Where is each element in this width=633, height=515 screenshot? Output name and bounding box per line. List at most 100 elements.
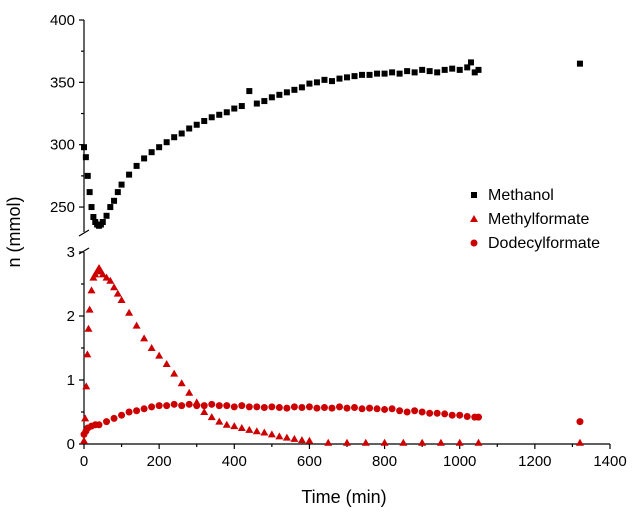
- methylformate-point: [82, 382, 91, 390]
- methylformate-point: [80, 436, 88, 444]
- methylformate-point: [361, 438, 370, 446]
- dodecylformate-point: [320, 404, 328, 412]
- y-tick-label-upper: 250: [50, 199, 75, 216]
- methylformate-point: [275, 432, 284, 440]
- methylformate-point: [222, 420, 231, 428]
- dodecylformate-point: [238, 402, 246, 410]
- x-tick-label: 800: [372, 453, 397, 470]
- methanol-point: [374, 70, 381, 77]
- methylformate-point: [102, 273, 111, 281]
- dodecylformate-point: [358, 405, 366, 413]
- methanol-point: [84, 172, 91, 179]
- dodecylformate-point: [403, 408, 411, 416]
- methylformate-point: [436, 438, 445, 446]
- methanol-point: [321, 76, 328, 83]
- methanol-point: [231, 105, 238, 112]
- methanol-point: [193, 121, 200, 128]
- x-tick-label: 1400: [593, 453, 626, 470]
- dodecylformate-point: [343, 404, 351, 412]
- methanol-point: [475, 66, 482, 73]
- methanol-point: [471, 69, 478, 76]
- methanol-point: [313, 79, 320, 86]
- legend: Methanol Methylformate Dodecylformate: [470, 187, 600, 252]
- methanol-point: [156, 144, 163, 151]
- dodecylformate-point: [148, 403, 156, 411]
- dodecylformate-point: [373, 405, 381, 413]
- axis-break-mark: [78, 247, 90, 255]
- methylformate-point: [237, 424, 246, 431]
- methanol-point: [238, 103, 245, 110]
- methanol-point: [163, 139, 170, 146]
- legend-label-methanol: Methanol: [488, 187, 554, 204]
- methylformate-point: [83, 350, 92, 358]
- dodecylformate-point: [118, 411, 126, 419]
- dodecylformate-point: [208, 400, 216, 408]
- methanol-point: [283, 89, 290, 96]
- methylformate-point: [455, 438, 464, 446]
- dodecylformate-point: [283, 404, 291, 412]
- legend-label-dodecylformate: Dodecylformate: [488, 235, 600, 252]
- dodecylformate-point: [396, 407, 404, 415]
- dodecylformate-point: [103, 418, 111, 426]
- methanol-point: [404, 68, 411, 75]
- methanol-point: [90, 214, 97, 221]
- methylformate-point: [245, 425, 254, 433]
- methylformate-point: [170, 369, 179, 377]
- methylformate-point: [305, 436, 314, 444]
- methanol-point: [208, 114, 215, 121]
- methanol-point: [449, 65, 456, 72]
- methanol-point: [107, 204, 114, 211]
- methylformate-point: [200, 408, 209, 415]
- dodecylformate-point: [193, 402, 201, 410]
- dodecylformate-point: [463, 412, 471, 420]
- y-tick-label-lower: 3: [67, 244, 75, 261]
- x-tick-label: 1000: [443, 453, 476, 470]
- dodecylformate-point: [475, 413, 482, 421]
- dodecylformate-point: [178, 402, 186, 410]
- dodecylformate-point: [140, 405, 148, 413]
- methanol-point: [434, 69, 441, 76]
- x-tick-label: 200: [147, 453, 172, 470]
- methanol-point: [344, 74, 350, 81]
- methylformate-point: [125, 308, 134, 316]
- x-tick-label: 0: [80, 453, 88, 470]
- dodecylformate-point: [448, 411, 456, 419]
- methanol-point: [336, 75, 343, 82]
- dodecylformate-point: [411, 407, 419, 415]
- dodecylformate-point: [125, 408, 133, 416]
- methylformate-point: [252, 427, 261, 435]
- y-tick-label-lower: 1: [67, 372, 75, 389]
- methanol-point: [467, 59, 474, 66]
- x-tick-label: 400: [222, 453, 247, 470]
- methylformate-point: [113, 289, 122, 297]
- methanol-point: [99, 219, 106, 226]
- methylformate-point: [117, 296, 126, 303]
- dodecylformate-point: [215, 402, 223, 410]
- dodecylformate-point: [441, 410, 449, 418]
- methylformate-point: [106, 276, 115, 284]
- methanol-point: [186, 125, 193, 132]
- methylformate-point: [177, 379, 186, 387]
- dodecylformate-point: [418, 408, 426, 416]
- methylformate-point: [474, 438, 483, 446]
- methanol-point: [261, 98, 268, 105]
- dodecylformate-point: [290, 403, 298, 411]
- methylformate-point: [575, 438, 584, 446]
- legend-label-methylformate: Methylformate: [488, 211, 589, 228]
- dodecylformate-point: [328, 404, 336, 412]
- dodecylformate-point: [305, 403, 313, 411]
- methanol-point: [111, 197, 118, 204]
- methanol-point: [464, 64, 471, 71]
- y-tick-label-upper: 400: [50, 12, 75, 29]
- methanol-point: [298, 84, 305, 91]
- methylformate-point: [155, 351, 164, 359]
- y-tick-label-lower: 0: [67, 436, 75, 453]
- methanol-point: [268, 94, 275, 101]
- methylformate-point: [132, 321, 141, 329]
- dodecylformate-point: [313, 404, 321, 412]
- methylformate-point: [162, 360, 171, 367]
- dodecylformate-point: [426, 409, 434, 417]
- dodecylformate-point: [381, 405, 389, 413]
- methanol-point: [576, 60, 583, 67]
- legend-marker-methylformate: [470, 215, 478, 222]
